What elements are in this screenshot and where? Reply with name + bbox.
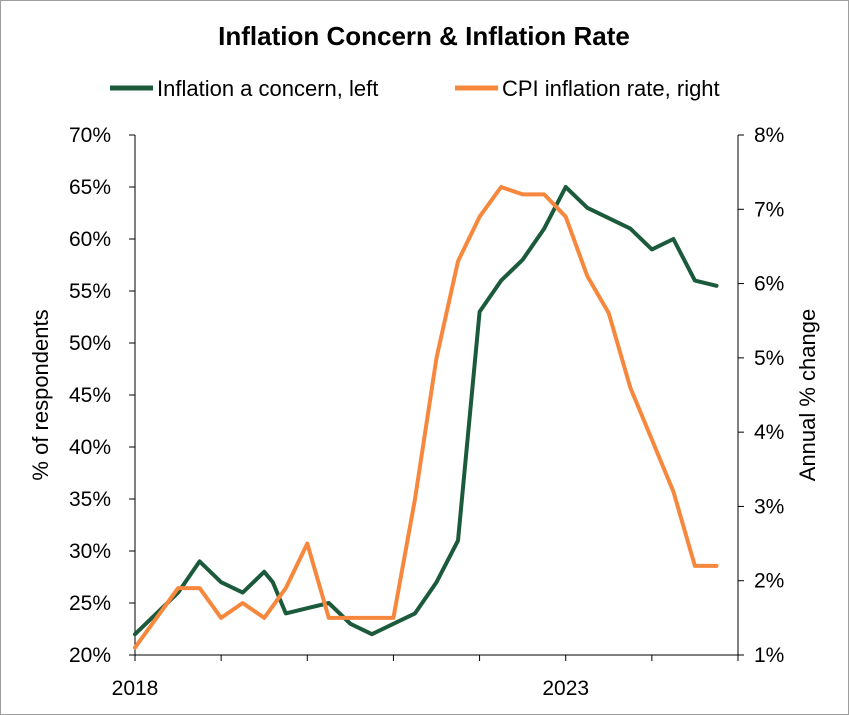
axes	[134, 135, 739, 656]
series-line-concern	[133, 185, 719, 637]
series-layer	[133, 185, 719, 650]
left-y-tick-label: 55%	[69, 280, 111, 303]
legend: Inflation a concern, left CPI inflation …	[110, 76, 720, 101]
left-y-tick-label: 60%	[69, 228, 111, 251]
right-y-tick-label: 7%	[754, 198, 784, 221]
series-line-cpi	[133, 185, 719, 650]
legend-label-concern: Inflation a concern, left	[157, 76, 378, 101]
chart-title: Inflation Concern & Inflation Rate	[218, 21, 630, 51]
left-y-ticks: 20% 25% 30% 35% 40% 45% 50% 55% 60% 65% 70%	[69, 124, 135, 667]
x-ticks: 2018 2023	[112, 655, 739, 700]
right-y-tick-label: 1%	[754, 644, 784, 667]
right-y-tick-label: 8%	[754, 124, 784, 147]
right-y-tick-label: 6%	[754, 273, 784, 296]
left-y-tick-label: 40%	[69, 436, 111, 459]
right-y-axis-label: Annual % change	[795, 309, 820, 481]
left-y-tick-label: 65%	[69, 176, 111, 199]
x-tick-label: 2023	[542, 677, 589, 700]
x-tick-label: 2018	[112, 677, 159, 700]
right-y-tick-label: 4%	[754, 421, 784, 444]
left-y-tick-label: 20%	[69, 644, 111, 667]
left-y-tick-label: 35%	[69, 488, 111, 511]
right-y-tick-label: 2%	[754, 570, 784, 593]
right-y-tick-label: 5%	[754, 347, 784, 370]
right-y-ticks: 1% 2% 3% 4% 5% 6% 7% 8%	[738, 124, 784, 667]
right-y-tick-label: 3%	[754, 495, 784, 518]
left-y-tick-label: 30%	[69, 540, 111, 563]
left-y-tick-label: 25%	[69, 592, 111, 615]
left-y-axis-label: % of respondents	[28, 309, 53, 480]
left-y-tick-label: 50%	[69, 332, 111, 355]
left-y-tick-label: 45%	[69, 384, 111, 407]
left-y-tick-label: 70%	[69, 124, 111, 147]
legend-label-cpi: CPI inflation rate, right	[502, 76, 720, 101]
